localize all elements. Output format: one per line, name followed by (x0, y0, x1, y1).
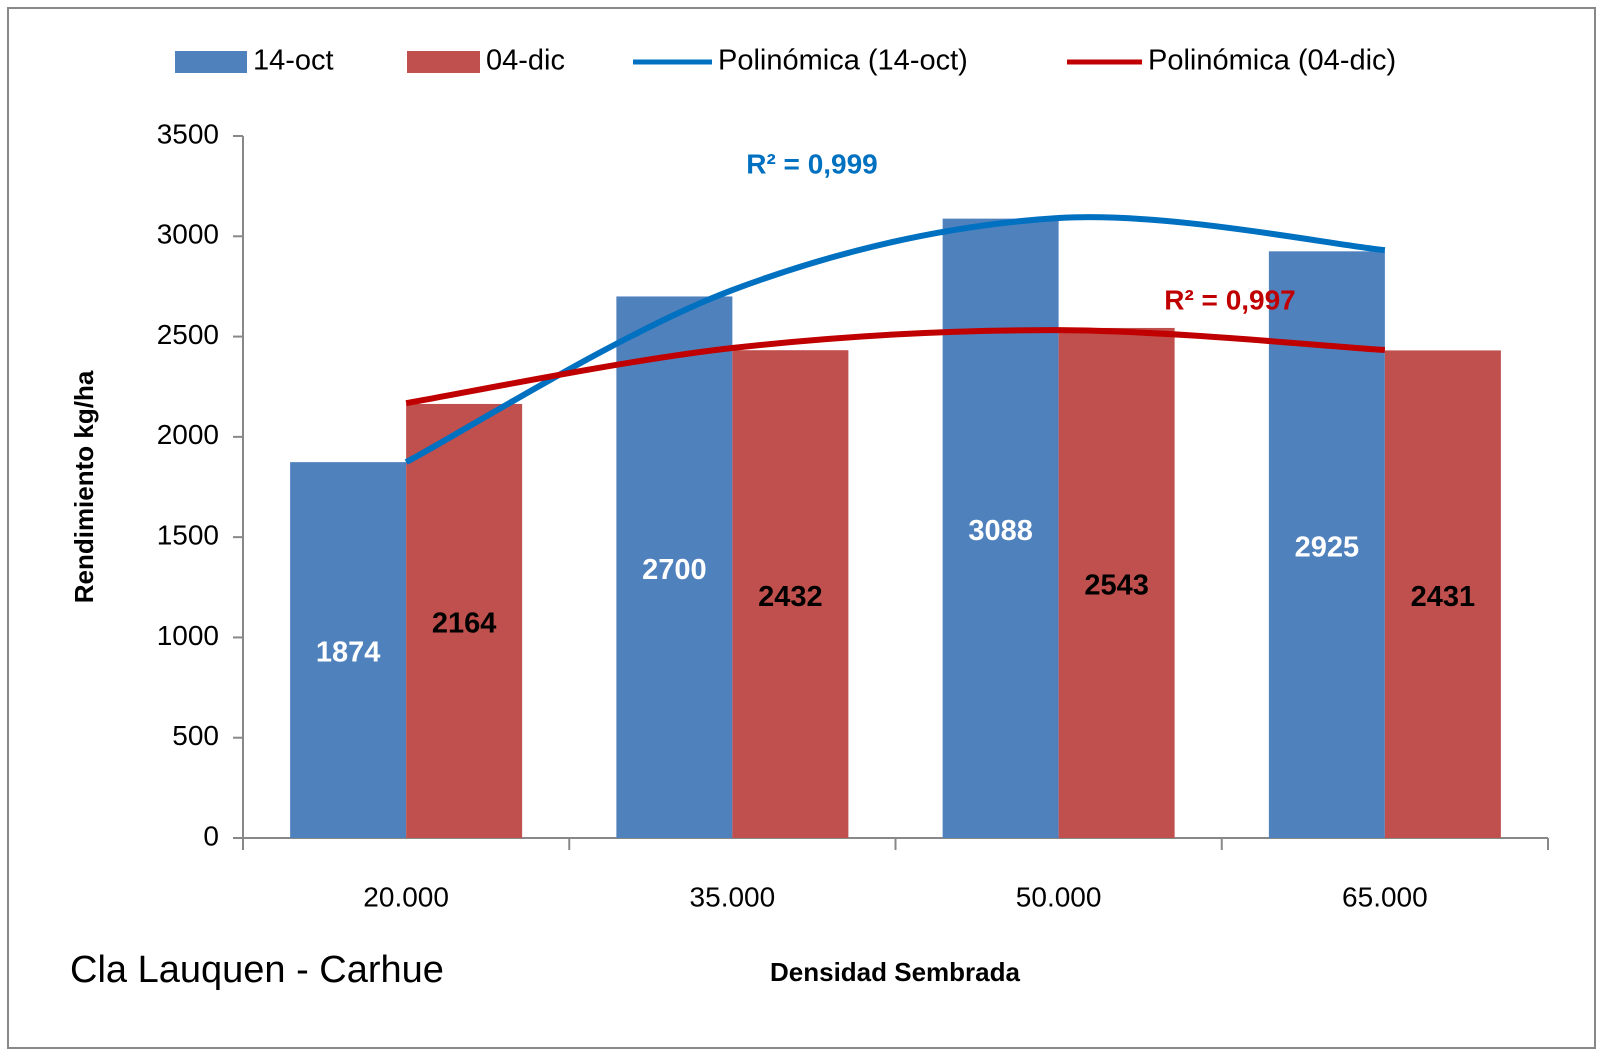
chart-subtitle: Cla Lauquen - Carhue (70, 949, 444, 991)
bar (616, 296, 733, 838)
value-label: 2164 (432, 608, 497, 640)
annotation: R² = 0,999 (746, 148, 878, 179)
x-axis-label: Densidad Sembrada (770, 957, 1021, 987)
legend-label: 14-oct (253, 45, 334, 77)
x-tick-label: 35.000 (690, 881, 776, 912)
trend-line (405, 327, 1386, 407)
legend-label: Polinómica (04-dic) (1148, 45, 1396, 77)
y-tick-label: 3500 (157, 118, 219, 149)
x-tick-label: 20.000 (363, 881, 449, 912)
y-tick-label: 2000 (157, 419, 219, 450)
value-label: 1874 (316, 637, 381, 669)
bar (942, 218, 1059, 838)
bar (406, 403, 523, 838)
y-tick-label: 1500 (157, 520, 219, 551)
y-axis-label: Rendimiento kg/ha (69, 370, 99, 603)
y-tick-label: 0 (203, 820, 219, 851)
value-label: 2543 (1084, 570, 1149, 602)
y-tick-label: 3000 (157, 219, 219, 250)
x-tick-label: 50.000 (1016, 881, 1102, 912)
bar (732, 350, 849, 838)
y-tick-label: 2500 (157, 319, 219, 350)
y-tick-label: 500 (172, 720, 219, 751)
legend-label: 04-dic (486, 45, 565, 77)
value-label: 3088 (968, 515, 1033, 547)
value-label: 2700 (642, 554, 707, 586)
bar (290, 462, 407, 838)
value-label: 2431 (1411, 581, 1476, 613)
bar (1384, 350, 1501, 838)
trend-line (404, 214, 1386, 465)
y-tick-label: 1000 (157, 620, 219, 651)
legend-label: Polinómica (14-oct) (718, 45, 968, 77)
x-tick-label: 65.000 (1342, 881, 1428, 912)
bar (1058, 327, 1175, 838)
annotation: R² = 0,997 (1164, 284, 1296, 315)
value-label: 2432 (758, 581, 823, 613)
value-label: 2925 (1295, 531, 1360, 563)
legend-swatch (175, 51, 247, 73)
legend-swatch (407, 51, 480, 73)
